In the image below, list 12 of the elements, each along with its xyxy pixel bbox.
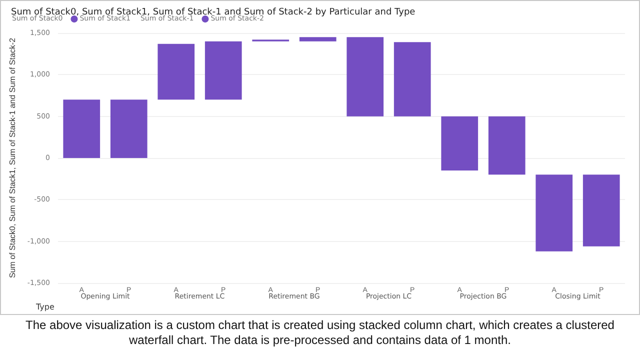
bar <box>110 100 148 158</box>
text: The above visualization is a custom chart that is created using stacked column chart, which creates a clustered waterfall chart. The data is pre-processed and contains data of 1 month. <box>24 318 616 348</box>
bar <box>582 174 620 246</box>
bar <box>346 37 384 116</box>
y-axis-title: Sum of Stack0, Sum of Stack1, Sum of Stack-1 and Sum of Stack-2 <box>8 37 18 278</box>
bar <box>394 42 431 116</box>
bar <box>299 37 336 42</box>
x-axis-title: Type <box>35 302 54 312</box>
bar <box>204 41 242 100</box>
bar <box>63 100 100 158</box>
bar <box>536 174 573 252</box>
bar <box>158 44 195 100</box>
